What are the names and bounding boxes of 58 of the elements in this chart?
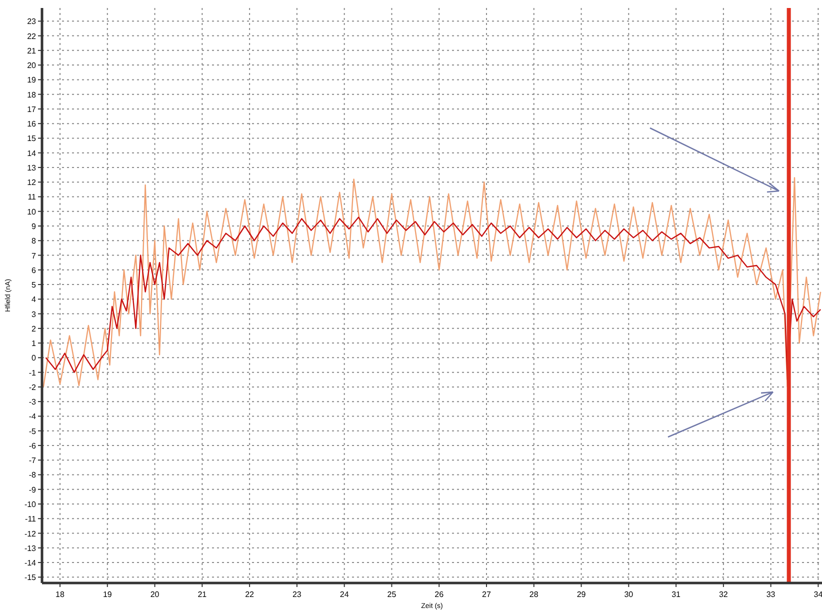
y-tick-label: -3 xyxy=(28,398,37,407)
y-tick-label: 2 xyxy=(32,324,37,334)
y-tick-label: 5 xyxy=(32,280,37,290)
y-tick-label: -5 xyxy=(28,426,37,436)
y-tick-label: -4 xyxy=(28,412,37,422)
x-tick-label: 33 xyxy=(766,590,776,599)
y-tick-label: -14 xyxy=(24,558,37,568)
y-tick-label: 12 xyxy=(27,178,37,188)
line-series xyxy=(42,177,822,388)
y-tick-label: 1 xyxy=(32,339,37,348)
y-tick-label: 11 xyxy=(28,192,37,202)
y-tick-label: 13 xyxy=(27,163,37,172)
y-tick-label: 16 xyxy=(27,120,37,129)
y-tick-label: -1 xyxy=(28,368,37,378)
x-tick-label: 31 xyxy=(672,590,682,599)
y-tick-label: -13 xyxy=(24,544,37,553)
x-tick-label: 24 xyxy=(340,590,350,599)
y-tick-label: 19 xyxy=(27,76,37,85)
y-tick-label: 22 xyxy=(27,32,37,41)
y-tick-label: 18 xyxy=(27,90,37,100)
y-tick-label: -8 xyxy=(28,470,37,480)
y-tick-label: 6 xyxy=(32,266,37,275)
y-tick-label: 3 xyxy=(32,310,37,319)
y-tick-label: -12 xyxy=(24,529,37,538)
y-tick-label: 9 xyxy=(32,222,37,232)
y-tick-label: -9 xyxy=(28,485,37,494)
x-tick-label: 28 xyxy=(529,590,539,599)
y-tick-label: -15 xyxy=(24,573,37,582)
y-tick-label: 20 xyxy=(27,61,37,70)
y-tick-label: 17 xyxy=(27,104,37,114)
x-tick-label: 22 xyxy=(245,590,255,599)
x-tick-label: 27 xyxy=(482,590,492,599)
y-tick-label: -6 xyxy=(28,441,37,450)
x-tick-label: 21 xyxy=(198,590,208,599)
y-tick-label: 15 xyxy=(27,134,37,144)
x-tick-label: 18 xyxy=(56,590,66,599)
x-tick-label: 30 xyxy=(624,590,634,599)
y-tick-label: 14 xyxy=(27,148,37,158)
y-tick-label: 21 xyxy=(27,46,37,56)
y-tick-label: 8 xyxy=(32,236,37,246)
y-tick-label: 10 xyxy=(27,207,37,216)
x-tick-label: 29 xyxy=(576,590,586,599)
y-tick-label: 23 xyxy=(27,17,37,26)
y-tick-label: -7 xyxy=(28,456,37,466)
line-series xyxy=(45,216,822,380)
y-tick-label: -11 xyxy=(25,514,37,524)
x-tick-label: 20 xyxy=(150,590,160,599)
y-tick-label: -10 xyxy=(24,500,37,509)
x-tick-label: 25 xyxy=(387,590,397,599)
x-tick-label: 23 xyxy=(292,590,302,599)
x-tick-label: 32 xyxy=(718,590,728,599)
y-tick-label: 7 xyxy=(32,251,37,260)
y-tick-label: 4 xyxy=(32,295,37,304)
x-tick-label: 34 xyxy=(814,590,822,599)
x-tick-label: 19 xyxy=(102,590,112,599)
x-tick-label: 26 xyxy=(434,590,444,599)
y-tick-label: -2 xyxy=(28,382,37,392)
y-tick-label: 0 xyxy=(32,354,37,363)
